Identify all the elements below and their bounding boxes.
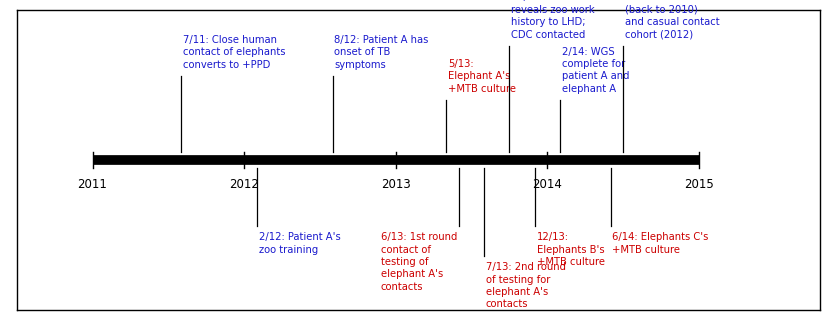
Text: 12/13:
Elephants B's
+MTB culture: 12/13: Elephants B's +MTB culture — [536, 232, 604, 267]
Text: 2015: 2015 — [683, 178, 713, 191]
Text: 2013: 2013 — [380, 178, 410, 191]
Text: 2/14: WGS
complete for
patient A and
elephant A: 2/14: WGS complete for patient A and ele… — [561, 47, 629, 94]
Text: 2012: 2012 — [229, 178, 259, 191]
Text: 2/12: Patient A's
zoo training: 2/12: Patient A's zoo training — [258, 232, 340, 255]
Text: 2011: 2011 — [78, 178, 107, 191]
Text: 2014: 2014 — [532, 178, 562, 191]
Text: 10/13: Patient A
reveals zoo work
history to LHD;
CDC contacted: 10/13: Patient A reveals zoo work histor… — [511, 0, 594, 40]
Text: 8/12: Patient A has
onset of TB
symptoms: 8/12: Patient A has onset of TB symptoms — [334, 35, 428, 70]
Text: 6/14: Elephants C's
+MTB culture: 6/14: Elephants C's +MTB culture — [612, 232, 708, 255]
Text: 5/13:
Elephant A's
+MTB culture: 5/13: Elephant A's +MTB culture — [447, 59, 516, 94]
Text: 6/13: 1st round
contact of
testing of
elephant A's
contacts: 6/13: 1st round contact of testing of el… — [380, 232, 456, 292]
Text: 7/11: Close human
contact of elephants
converts to +PPD: 7/11: Close human contact of elephants c… — [182, 35, 285, 70]
Text: 7/14: Investigation
expanded to include
close contacts
(back to 2010)
and casual: 7/14: Investigation expanded to include … — [624, 0, 726, 40]
Text: 7/13: 2nd round
of testing for
elephant A's
contacts: 7/13: 2nd round of testing for elephant … — [486, 262, 565, 309]
